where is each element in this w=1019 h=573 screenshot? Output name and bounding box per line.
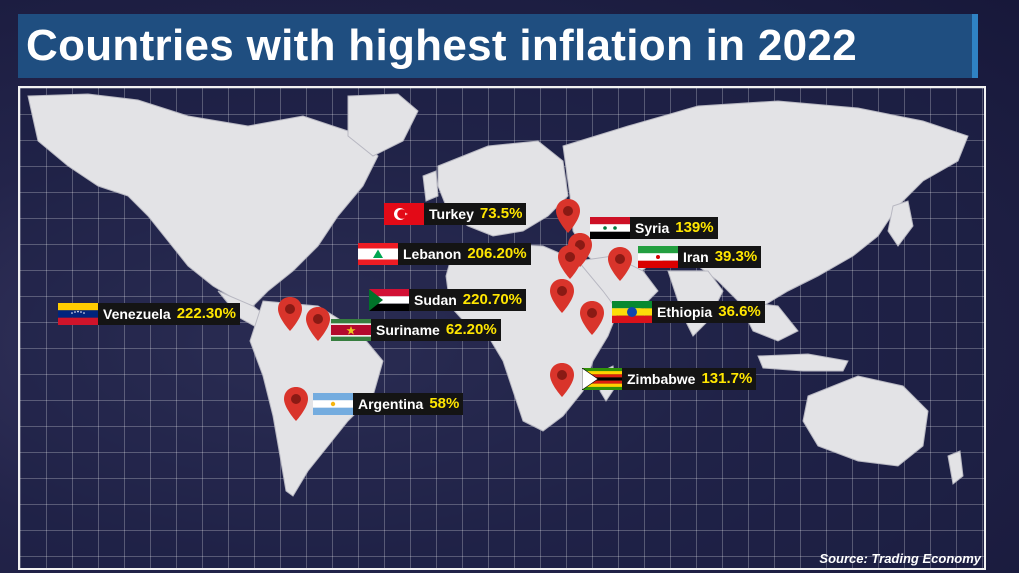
country-label-turkey: Turkey 73.5% [424, 203, 527, 225]
syria-flag-icon [590, 217, 630, 239]
map-pin-icon [278, 297, 302, 331]
map-pin-icon [550, 279, 574, 313]
sudan-flag-icon [369, 289, 409, 311]
map-pin-icon [550, 363, 574, 397]
north-america-landmass [27, 93, 379, 307]
source-credit: Source: Trading Economy [819, 551, 981, 566]
turkey-flag-icon [384, 203, 424, 225]
new-zealand-landmass [947, 450, 964, 485]
indonesia-landmass [757, 353, 849, 372]
country-label-argentina: Argentina 58% [353, 393, 464, 415]
ethiopia-flag-icon [612, 301, 652, 323]
japan-landmass [887, 200, 914, 247]
greenland-landmass [347, 93, 419, 157]
map-pin-icon [556, 199, 580, 233]
map-pin-icon [306, 307, 330, 341]
page-title: Countries with highest inflation in 2022 [26, 21, 857, 70]
country-label-zimbabwe: Zimbabwe 131.7% [622, 368, 757, 390]
map-pin-icon [284, 387, 308, 421]
country-label-suriname: Suriname 62.20% [371, 319, 501, 341]
title-bar: Countries with highest inflation in 2022 [18, 14, 978, 78]
map-pin-icon [580, 301, 604, 335]
zimbabwe-flag-icon [582, 368, 622, 390]
map-pin-icon [558, 245, 582, 279]
country-label-sudan: Sudan 220.70% [409, 289, 526, 311]
venezuela-flag-icon [58, 303, 98, 325]
country-label-iran: Iran 39.3% [678, 246, 762, 268]
country-label-lebanon: Lebanon 206.20% [398, 243, 531, 265]
country-label-syria: Syria 139% [630, 217, 718, 239]
country-label-ethiopia: Ethiopia 36.6% [652, 301, 765, 323]
iran-flag-icon [638, 246, 678, 268]
lebanon-flag-icon [358, 243, 398, 265]
world-map [27, 93, 969, 497]
australia-landmass [802, 375, 929, 467]
suriname-flag-icon [331, 319, 371, 341]
argentina-flag-icon [313, 393, 353, 415]
uk-landmass [422, 170, 439, 202]
country-label-venezuela: Venezuela 222.30% [98, 303, 240, 325]
map-pin-icon [608, 247, 632, 281]
